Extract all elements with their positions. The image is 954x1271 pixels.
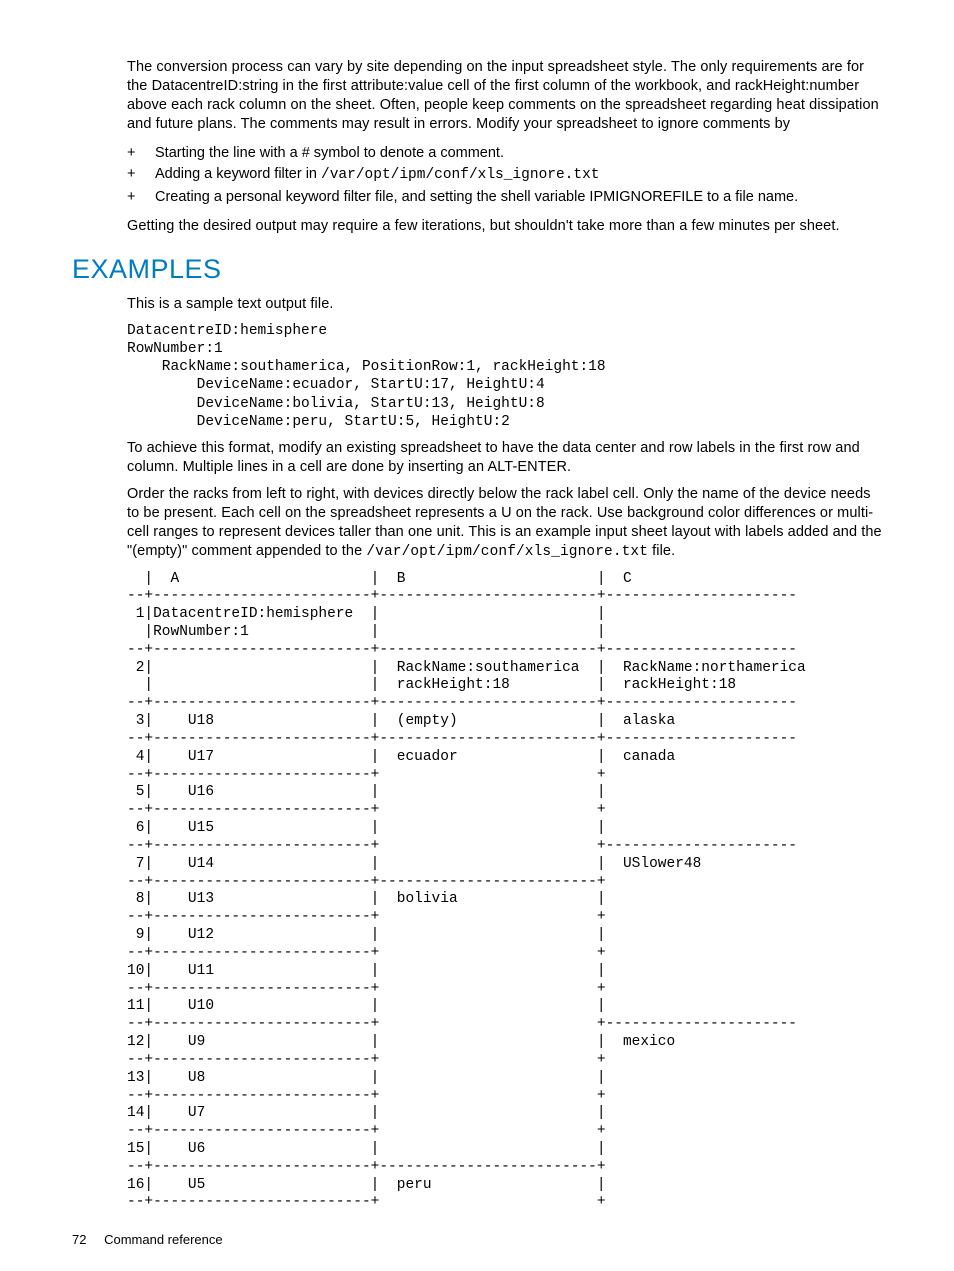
order-paragraph-post: file.	[648, 543, 675, 559]
after-code-paragraph: To achieve this format, modify an existi…	[127, 439, 882, 477]
page: The conversion process can vary by site …	[0, 0, 954, 1271]
bullet-text: Starting the line with a # symbol to den…	[155, 143, 504, 165]
bullet-text: Creating a personal keyword filter file,…	[155, 187, 798, 209]
bullet-text: Adding a keyword filter in /var/opt/ipm/…	[155, 164, 599, 187]
order-paragraph-mono: /var/opt/ipm/conf/xls_ignore.txt	[366, 544, 648, 560]
sample-output-code: DatacentreID:hemisphere RowNumber:1 Rack…	[127, 322, 882, 431]
order-paragraph: Order the racks from left to right, with…	[127, 485, 882, 563]
bullet-marker: +	[127, 143, 155, 165]
after-bullets-paragraph: Getting the desired output may require a…	[127, 217, 882, 236]
bullet-text-mono: /var/opt/ipm/conf/xls_ignore.txt	[321, 167, 599, 183]
page-number: 72	[72, 1232, 86, 1247]
page-footer: 72 Command reference	[72, 1232, 223, 1247]
bullet-item: + Starting the line with a # symbol to d…	[127, 143, 882, 165]
bullet-text-pre: Adding a keyword filter in	[155, 166, 321, 182]
bullet-list: + Starting the line with a # symbol to d…	[127, 143, 882, 209]
bullet-marker: +	[127, 164, 155, 187]
bullet-item: + Creating a personal keyword filter fil…	[127, 187, 882, 209]
intro-paragraph: The conversion process can vary by site …	[127, 58, 882, 135]
spreadsheet-ascii-table: | A | B | C --+-------------------------…	[127, 571, 882, 1213]
footer-section: Command reference	[104, 1232, 223, 1247]
sample-intro-paragraph: This is a sample text output file.	[127, 295, 882, 314]
bullet-item: + Adding a keyword filter in /var/opt/ip…	[127, 164, 882, 187]
examples-heading: EXAMPLES	[72, 254, 882, 285]
bullet-marker: +	[127, 187, 155, 209]
